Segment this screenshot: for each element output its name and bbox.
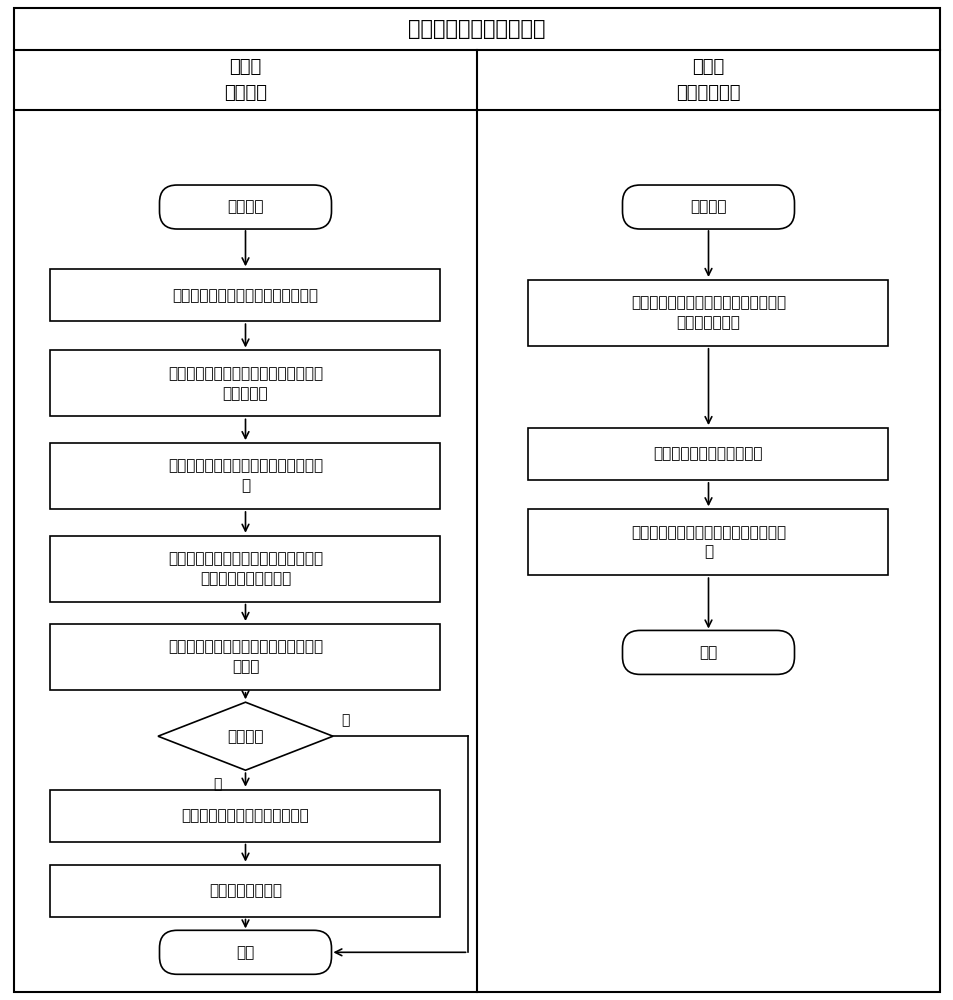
FancyBboxPatch shape [622,630,794,674]
Bar [51,443,440,509]
Text: 断开环网柜所有备用开关、刀闸: 断开环网柜所有备用开关、刀闸 [181,808,309,823]
Text: 核实环网柜上级电源开关在分闸位置: 核实环网柜上级电源开关在分闸位置 [172,288,318,303]
Bar [51,624,440,690]
Bar [51,536,440,602]
FancyBboxPatch shape [159,185,331,229]
Text: 结束: 结束 [699,645,717,660]
Text: 合上环网柜上级电源开关，对环网柜本
体充电: 合上环网柜上级电源开关，对环网柜本 体充电 [168,639,323,674]
Text: 环网柜
启动操作: 环网柜 启动操作 [224,58,267,102]
Text: 合上环网柜主进开关、刀闸，合上环网
柜所有备用开关、刀闸: 合上环网柜主进开关、刀闸，合上环网 柜所有备用开关、刀闸 [168,551,323,586]
Text: 结束: 结束 [236,945,254,960]
Text: 是: 是 [213,777,221,791]
Bar [51,350,440,416]
Text: 否: 否 [340,713,349,727]
Bar [528,509,887,575]
Polygon shape [158,702,333,770]
Text: 开始启动: 开始启动 [690,200,726,215]
Text: 在环网柜所有备用开关断口安装绝缘堵
头: 在环网柜所有备用开关断口安装绝缘堵 头 [168,459,323,493]
Bar [51,865,440,917]
Text: 核实环网柜内所有开关、刀闸、地刀均
在分闸位置: 核实环网柜内所有开关、刀闸、地刀均 在分闸位置 [168,366,323,401]
FancyBboxPatch shape [159,930,331,974]
Text: 充电正常: 充电正常 [227,729,263,744]
Text: 环网柜
出线启动操作: 环网柜 出线启动操作 [676,58,740,102]
Bar [51,790,440,842]
Text: 开始启动: 开始启动 [227,200,263,215]
FancyBboxPatch shape [622,185,794,229]
Text: 取下所有绝缘堵头: 取下所有绝缘堵头 [209,883,282,898]
Text: 配网环网柜启动操作流程: 配网环网柜启动操作流程 [408,19,545,39]
Text: 核实环网柜待启动出线开关、刀闸、地
刀均在分闸位置: 核实环网柜待启动出线开关、刀闸、地 刀均在分闸位置 [630,295,785,330]
Text: 合上环网柜待启动出线开关，对出线充
电: 合上环网柜待启动出线开关，对出线充 电 [630,525,785,560]
Bar [528,428,887,480]
Bar [51,269,440,321]
Bar [528,280,887,346]
Text: 合上环网柜待启动出线刀闸: 合上环网柜待启动出线刀闸 [653,446,762,461]
